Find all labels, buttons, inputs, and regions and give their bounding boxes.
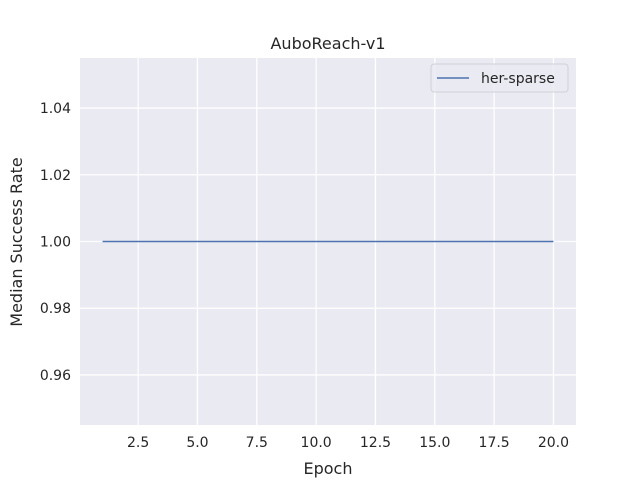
x-tick-label: 10.0 — [301, 435, 332, 451]
y-tick-label: 1.04 — [40, 101, 71, 117]
y-tick-label: 1.00 — [40, 235, 71, 251]
x-tick-label: 20.0 — [538, 435, 569, 451]
x-tick-label: 2.5 — [127, 435, 149, 451]
x-tick-label: 5.0 — [186, 435, 208, 451]
x-tick-label: 17.5 — [479, 435, 510, 451]
legend: her-sparse — [430, 63, 569, 93]
x-axis-label: Epoch — [304, 459, 353, 478]
legend-box — [430, 63, 569, 93]
y-tick-label: 0.96 — [40, 368, 71, 384]
y-tick-label: 0.98 — [40, 301, 71, 317]
y-tick-label: 1.02 — [40, 168, 71, 184]
x-tick-label: 15.0 — [419, 435, 450, 451]
chart-title: AuboReach-v1 — [270, 34, 385, 53]
y-axis-label: Median Success Rate — [7, 157, 26, 326]
x-tick-label: 12.5 — [360, 435, 391, 451]
x-tick-label: 7.5 — [246, 435, 268, 451]
legend-series-label: her-sparse — [481, 71, 555, 87]
x-tick-labels: 2.5 5.0 7.5 10.0 12.5 15.0 17.5 20.0 — [127, 435, 569, 451]
y-tick-labels: 0.96 0.98 1.00 1.02 1.04 — [40, 101, 71, 384]
